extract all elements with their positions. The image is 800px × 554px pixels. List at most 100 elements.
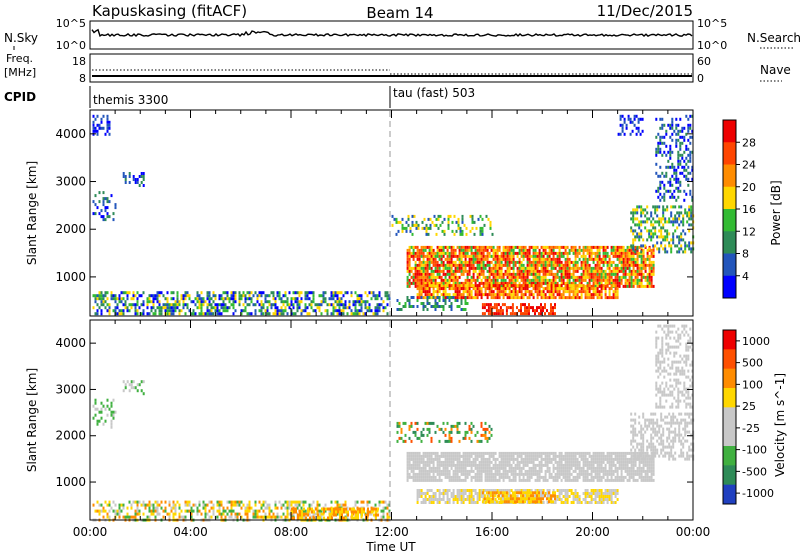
heatmap-cell	[410, 275, 413, 279]
heatmap-cell	[618, 251, 621, 255]
heatmap-cell	[413, 223, 416, 227]
heatmap-cell	[632, 251, 635, 255]
heatmap-cell	[512, 278, 515, 282]
heatmap-cell	[675, 144, 678, 148]
heatmap-cell	[672, 205, 675, 209]
heatmap-cell	[410, 251, 413, 255]
heatmap-cell	[434, 266, 437, 270]
heatmap-cell	[612, 293, 615, 297]
heatmap-cell	[406, 460, 409, 464]
heatmap-cell	[688, 229, 691, 233]
heatmap-cell	[682, 223, 685, 227]
heatmap-cell	[506, 451, 509, 455]
heatmap-cell	[522, 284, 525, 288]
heatmap-cell	[604, 284, 607, 288]
heatmap-cell	[478, 460, 481, 464]
heatmap-cell	[570, 457, 573, 461]
heatmap-cell	[100, 120, 103, 124]
heatmap-cell	[622, 257, 625, 261]
heatmap-cell	[314, 512, 317, 516]
heatmap-cell	[104, 500, 107, 504]
heatmap-cell	[444, 293, 447, 297]
heatmap-cell	[134, 312, 137, 316]
heatmap-cell	[468, 451, 471, 455]
heatmap-cell	[458, 260, 461, 264]
heatmap-cell	[586, 472, 589, 476]
heatmap-cell	[472, 278, 475, 282]
heatmap-cell	[562, 281, 565, 285]
heatmap-cell	[534, 254, 537, 258]
heatmap-cell	[528, 454, 531, 458]
heatmap-cell	[550, 306, 552, 310]
heatmap-cell	[432, 451, 435, 455]
heatmap-cell	[638, 251, 641, 255]
heatmap-cell	[500, 287, 503, 291]
heatmap-cell	[304, 309, 307, 313]
heatmap-cell	[366, 306, 369, 310]
heatmap-cell	[516, 296, 519, 300]
heatmap-cell	[100, 291, 103, 295]
heatmap-cell	[488, 466, 491, 470]
heatmap-cell	[655, 153, 658, 157]
heatmap-cell	[592, 272, 595, 276]
heatmap-cell	[676, 235, 679, 239]
heatmap-cell	[497, 303, 500, 307]
heatmap-cell	[480, 272, 483, 276]
heatmap-cell	[292, 303, 295, 307]
heatmap-cell	[566, 466, 569, 470]
heatmap-cell	[106, 515, 109, 519]
heatmap-cell	[424, 469, 427, 473]
heatmap-cell	[446, 254, 449, 258]
heatmap-cell	[666, 205, 669, 209]
heatmap-cell	[423, 217, 426, 221]
heatmap-cell	[686, 211, 689, 215]
heatmap-cell	[621, 114, 624, 118]
heatmap-cell	[440, 472, 443, 476]
heatmap-cell	[272, 512, 275, 516]
heatmap-cell	[550, 260, 553, 264]
heatmap-cell	[346, 506, 349, 510]
heatmap-cell	[624, 284, 627, 288]
heatmap-cell	[684, 208, 687, 212]
heatmap-cell	[558, 251, 561, 255]
heatmap-cell	[540, 251, 543, 255]
heatmap-cell	[582, 260, 585, 264]
heatmap-cell	[360, 303, 363, 307]
heatmap-cell	[182, 303, 185, 307]
heatmap-cell	[620, 254, 623, 258]
heatmap-cell	[480, 466, 483, 470]
heatmap-cell	[640, 232, 643, 236]
heatmap-cell	[494, 266, 497, 270]
heatmap-cell	[502, 251, 505, 255]
heatmap-cell	[448, 272, 451, 276]
heatmap-cell	[574, 266, 577, 270]
heatmap-cell	[568, 287, 571, 291]
heatmap-cell	[566, 296, 569, 300]
heatmap-cell	[288, 291, 291, 295]
heatmap-cell	[572, 457, 575, 461]
heatmap-cell	[616, 263, 619, 267]
heatmap-cell	[590, 278, 593, 282]
heatmap-cell	[328, 509, 331, 513]
heatmap-cell	[488, 293, 491, 297]
heatmap-cell	[520, 296, 523, 300]
heatmap-cell	[690, 241, 693, 245]
heatmap-cell	[136, 309, 139, 313]
heatmap-cell	[505, 309, 508, 313]
heatmap-cell	[476, 451, 479, 455]
heatmap-cell	[578, 290, 581, 294]
heatmap-cell	[291, 507, 293, 511]
heatmap-cell	[416, 278, 419, 282]
heatmap-cell	[286, 503, 289, 507]
heatmap-cell	[434, 254, 437, 258]
heatmap-cell	[678, 247, 681, 251]
heatmap-cell	[540, 254, 543, 258]
heatmap-cell	[528, 248, 531, 252]
heatmap-cell	[558, 472, 561, 476]
heatmap-cell	[526, 309, 528, 313]
heatmap-cell	[546, 278, 549, 282]
heatmap-cell	[130, 297, 133, 301]
heatmap-cell	[679, 159, 682, 163]
heatmap-cell	[667, 165, 670, 169]
heatmap-cell	[590, 251, 593, 255]
